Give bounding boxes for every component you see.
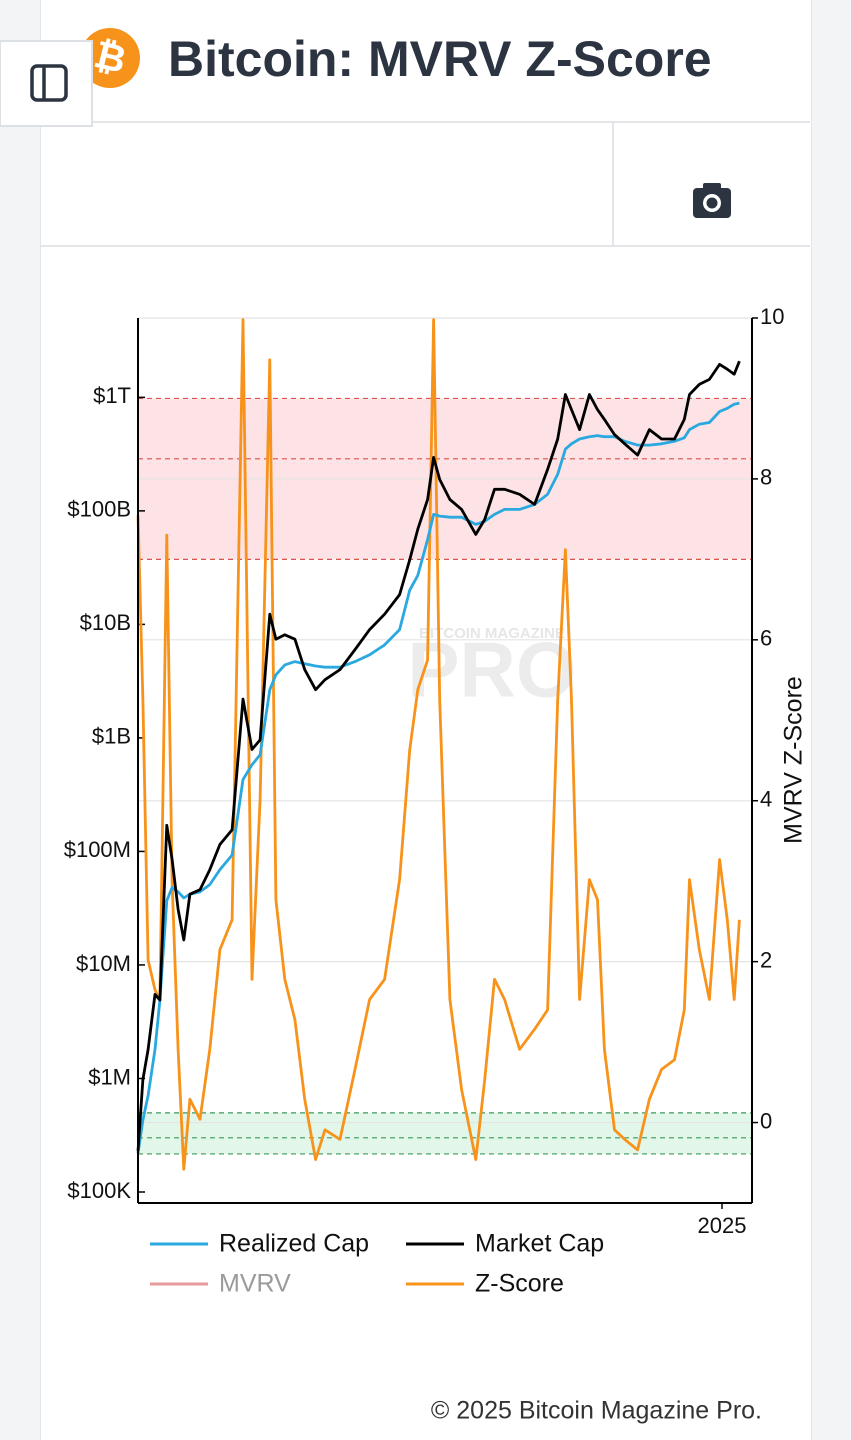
y-tick-label: $1T	[93, 383, 131, 408]
camera-top	[703, 183, 721, 191]
y-tick-label: $100B	[67, 497, 131, 522]
y-tick-label: $1M	[88, 1064, 131, 1089]
series-line	[136, 360, 741, 1151]
y-tick-label: $1B	[92, 724, 131, 749]
x-tick-label: 2025	[698, 1213, 747, 1238]
watermark: BITCOIN MAGAZINE	[419, 625, 565, 642]
legend-label: Realized Cap	[219, 1230, 369, 1258]
y2-tick-label: 0	[760, 1108, 772, 1133]
sidebar-icon	[30, 64, 68, 102]
y-tick-label: $10B	[80, 610, 131, 635]
legend-item[interactable]: Z-Score	[406, 1270, 564, 1298]
camera-button[interactable]	[693, 183, 731, 218]
y-tick-label: $100M	[64, 837, 131, 862]
source: © 2025 Bitcoin Magazine Pro.	[431, 1397, 762, 1425]
y-tick-label: $10M	[76, 951, 131, 976]
legend-item[interactable]: Realized Cap	[150, 1230, 369, 1258]
y2-tick-label: 6	[760, 626, 772, 651]
legend-label: MVRV	[219, 1270, 291, 1298]
series-line	[136, 318, 741, 1171]
watermark: PRO	[407, 626, 576, 714]
y2-tick-label: 10	[760, 304, 784, 329]
page-title: Bitcoin: MVRV Z-Score	[168, 31, 712, 87]
y2-tick-label: 2	[760, 947, 772, 972]
bitcoin-icon	[80, 28, 140, 88]
zone	[138, 1112, 752, 1154]
legend-item[interactable]: MVRV	[150, 1270, 291, 1298]
camera-lens	[706, 197, 718, 209]
legend-label: Market Cap	[475, 1230, 604, 1258]
y2-tick-label: 4	[760, 787, 772, 812]
y2-axis-title: MVRV Z-Score	[780, 676, 808, 844]
y2-tick-label: 8	[760, 465, 772, 490]
y-tick-label: $100K	[67, 1178, 131, 1203]
legend-label: Z-Score	[475, 1270, 564, 1298]
legend-item[interactable]: Market Cap	[406, 1230, 604, 1258]
sidebar-toggle[interactable]	[0, 40, 93, 127]
